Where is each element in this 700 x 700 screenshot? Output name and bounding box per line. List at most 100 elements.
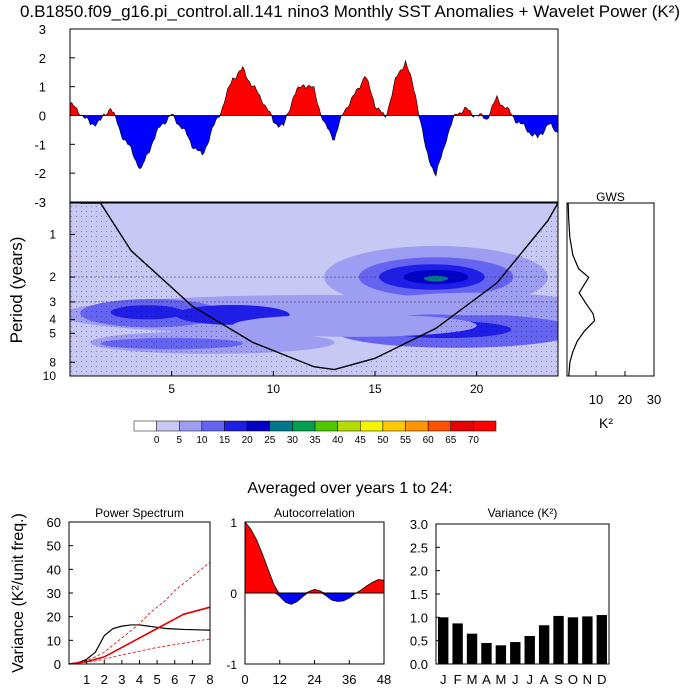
autocorr-title: Autocorrelation — [274, 506, 355, 520]
autocorr-ytick-label: 1 — [230, 516, 237, 530]
autocorr-xtick-label: 36 — [342, 672, 356, 687]
colorbar-label: 70 — [468, 435, 480, 446]
colorbar-label: 60 — [423, 435, 435, 446]
sst-negative-area — [70, 115, 558, 176]
wavelet-xtick-label: 15 — [368, 382, 382, 396]
colorbar-swatch — [314, 420, 338, 432]
colorbar-label: 50 — [377, 435, 389, 446]
autocorr-ytick-label: -1 — [226, 658, 237, 672]
variance-ytick-label: 1.0 — [410, 610, 428, 625]
variance-month-label: J — [512, 672, 519, 687]
autocorr-xtick-label: 0 — [241, 672, 248, 687]
variance-month-label: D — [597, 672, 606, 687]
colorbar-swatch — [179, 420, 203, 432]
ps-ytick-label: 20 — [47, 610, 61, 625]
autocorr-xtick-label: 24 — [307, 672, 321, 687]
colorbar-swatch — [337, 420, 361, 432]
gws-curve — [567, 202, 596, 377]
autocorr-xtick-label: 12 — [273, 672, 287, 687]
ps-ylabel: Variance (K²/unit freq.) — [10, 513, 27, 673]
colorbar-label: 35 — [309, 435, 321, 446]
variance-ytick-label: 0.5 — [410, 634, 428, 649]
gws-xtick-label: 10 — [589, 392, 603, 407]
variance-month-label: S — [554, 672, 563, 687]
variance-ytick-label: 2.5 — [410, 540, 428, 555]
wavelet-xtick-label: 5 — [168, 382, 175, 396]
wavelet-frame — [69, 202, 559, 377]
sst-ytick-label: -2 — [34, 166, 46, 181]
variance-month-label: A — [540, 672, 549, 687]
colorbar-label: 40 — [332, 435, 344, 446]
colorbar-label: 10 — [196, 435, 208, 446]
colorbar-swatch — [156, 420, 180, 432]
variance-bar — [481, 643, 492, 664]
colorbar-label: 15 — [219, 435, 231, 446]
ps-xtick-label: 8 — [206, 672, 213, 687]
ps-ytick-label: 10 — [47, 633, 61, 648]
wavelet-ytick-label: 3 — [49, 295, 56, 309]
power-spectrum-series — [68, 561, 211, 665]
sst-ytick-label: 2 — [39, 51, 46, 66]
sst-anomaly-panel: -3 -2 -1 0 1 2 3 — [34, 22, 559, 210]
ps-ytick-label: 0 — [54, 657, 61, 672]
colorbar-swatch — [360, 420, 384, 432]
colorbar-swatch — [292, 420, 316, 432]
variance-bar — [495, 645, 507, 664]
wavelet-ytick-label: 2 — [49, 270, 56, 284]
colorbar-label: 30 — [287, 435, 299, 446]
variance-bar — [567, 617, 579, 664]
variance-bar — [452, 623, 463, 664]
gws-xtick-label: 20 — [618, 392, 632, 407]
colorbar-swatch — [201, 420, 225, 432]
variance-bar — [596, 615, 607, 664]
wavelet-contour-blob — [423, 275, 449, 282]
colorbar-swatch — [269, 420, 293, 432]
wavelet-ytick-label: 1 — [49, 227, 56, 241]
colorbar-label: 5 — [176, 435, 182, 446]
colorbar-label: 20 — [242, 435, 254, 446]
variance-ytick-label: 1.5 — [410, 587, 428, 602]
variance-month-label: F — [454, 672, 462, 687]
colorbar-swatch — [246, 420, 270, 432]
colorbar-swatch — [224, 420, 248, 432]
gws-panel: GWS 10 20 30 K² — [566, 190, 661, 431]
power-spectrum-title: Power Spectrum — [95, 506, 184, 520]
averaging-subtitle: Averaged over years 1 to 24: — [247, 480, 453, 497]
variance-ytick-label: 2.0 — [410, 564, 428, 579]
ps-ytick-label: 50 — [47, 539, 61, 554]
variance-bar — [538, 625, 550, 664]
ps-xtick-label: 7 — [189, 672, 196, 687]
variance-month-label: M — [495, 672, 506, 687]
ps-ytick-label: 60 — [47, 515, 61, 530]
variance-title: Variance (K²) — [488, 506, 558, 520]
sst-ytick-label: 3 — [39, 22, 46, 37]
autocorr-xtick-label: 48 — [377, 672, 391, 687]
colorbar: 0 5 10 15 20 25 30 35 40 45 50 55 60 65 70 — [133, 420, 497, 446]
gws-title: GWS — [596, 190, 625, 204]
autocorrelation-panel: Autocorrelation -1 0 1 0 12 24 36 48 — [226, 506, 391, 687]
wavelet-xtick-label: 20 — [470, 382, 484, 396]
variance-bar — [582, 616, 593, 664]
variance-month-label: N — [583, 672, 592, 687]
ps-xtick-label: 1 — [83, 672, 90, 687]
colorbar-swatch — [427, 420, 451, 432]
variance-ytick-label: 0.0 — [410, 657, 428, 672]
autocorr-positive-area — [245, 522, 384, 593]
wavelet-ytick-label: 5 — [49, 326, 56, 340]
variance-bar — [553, 615, 564, 664]
colorbar-label: 55 — [400, 435, 412, 446]
variance-bar — [438, 617, 449, 664]
variance-bar — [524, 636, 535, 664]
variance-month-label: O — [568, 672, 578, 687]
power-spectrum-panel: Power Spectrum 0 10 20 30 40 50 60 1 2 3 4 5 6 7 8 Varia… — [10, 506, 214, 687]
ps-xtick-label: 2 — [101, 672, 108, 687]
gws-xlabel: K² — [599, 415, 613, 431]
variance-bar — [466, 633, 478, 664]
ps-xtick-label: 5 — [154, 672, 161, 687]
gws-frame — [566, 202, 655, 377]
wavelet-coi-line — [80, 203, 558, 371]
wavelet-coi-stipple — [70, 203, 558, 376]
autocorr-ytick-label: 0 — [230, 587, 237, 601]
